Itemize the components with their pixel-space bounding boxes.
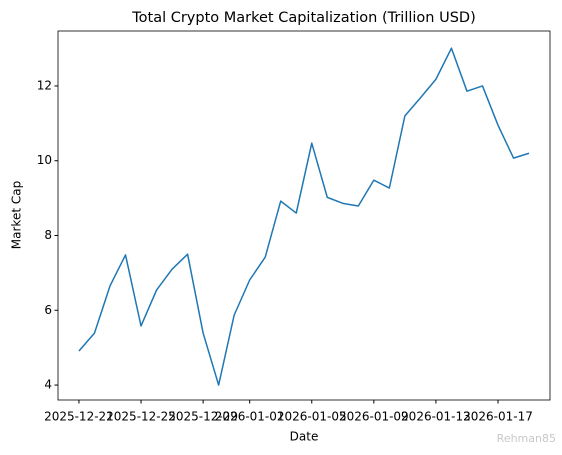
- x-tick-label: 2026-01-01: [215, 410, 285, 424]
- x-tick-label: 2026-01-17: [463, 410, 533, 424]
- y-axis-label: Market Cap: [10, 181, 24, 249]
- x-tick-label: 2026-01-09: [339, 410, 409, 424]
- chart-title: Total Crypto Market Capitalization (Tril…: [131, 10, 475, 26]
- watermark: Rehman85: [497, 432, 556, 445]
- x-tick-label: 2025-12-25: [106, 410, 176, 424]
- x-tick-label: 2026-01-13: [401, 410, 471, 424]
- y-tick-label: 12: [37, 78, 52, 92]
- y-tick-label: 10: [37, 153, 52, 167]
- y-tick-label: 4: [44, 378, 52, 392]
- y-tick-label: 6: [44, 303, 52, 317]
- x-tick-label: 2025-12-29: [168, 410, 238, 424]
- y-tick-label: 8: [44, 228, 52, 242]
- x-tick-label: 2025-12-21: [44, 410, 114, 424]
- line: [78, 47, 530, 386]
- plot-frame: [57, 30, 551, 401]
- x-tick-label: 2026-01-05: [277, 410, 347, 424]
- x-axis-label: Date: [290, 430, 319, 444]
